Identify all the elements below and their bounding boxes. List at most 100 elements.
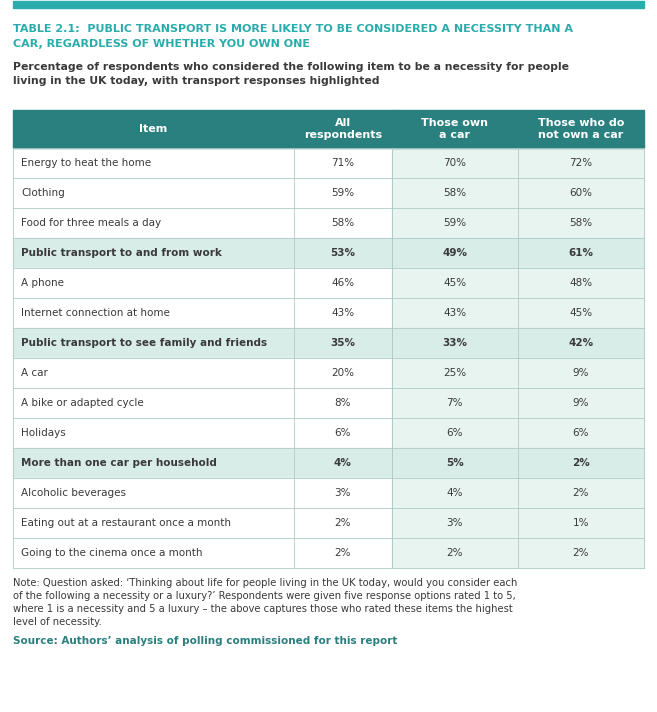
- Text: 59%: 59%: [443, 218, 466, 228]
- Text: Public transport to see family and friends: Public transport to see family and frien…: [21, 338, 267, 348]
- Text: 9%: 9%: [573, 368, 589, 378]
- Text: TABLE 2.1:  PUBLIC TRANSPORT IS MORE LIKELY TO BE CONSIDERED A NECESSITY THAN A: TABLE 2.1: PUBLIC TRANSPORT IS MORE LIKE…: [13, 24, 573, 34]
- Text: 7%: 7%: [447, 398, 463, 408]
- Text: 4%: 4%: [334, 458, 351, 468]
- Text: Those who do
not own a car: Those who do not own a car: [537, 118, 624, 140]
- Text: Source: Authors’ analysis of polling commissioned for this report: Source: Authors’ analysis of polling com…: [13, 636, 397, 646]
- Text: 70%: 70%: [443, 158, 466, 168]
- Bar: [13, 268, 392, 298]
- Text: level of necessity.: level of necessity.: [13, 617, 102, 627]
- Text: 43%: 43%: [331, 308, 354, 318]
- Text: 49%: 49%: [442, 248, 467, 258]
- Bar: [13, 178, 392, 208]
- Text: 33%: 33%: [442, 338, 467, 348]
- Text: 8%: 8%: [334, 398, 351, 408]
- Text: 2%: 2%: [573, 548, 589, 558]
- Bar: [392, 388, 644, 418]
- Text: A bike or adapted cycle: A bike or adapted cycle: [21, 398, 144, 408]
- Bar: [13, 298, 392, 328]
- Text: 71%: 71%: [331, 158, 354, 168]
- Text: 48%: 48%: [570, 278, 593, 288]
- Bar: [13, 110, 392, 148]
- Bar: [392, 328, 644, 358]
- Text: 60%: 60%: [570, 188, 593, 198]
- Text: 72%: 72%: [570, 158, 593, 168]
- Text: 45%: 45%: [570, 308, 593, 318]
- Bar: [13, 418, 392, 448]
- Text: Note: Question asked: ‘Thinking about life for people living in the UK today, wo: Note: Question asked: ‘Thinking about li…: [13, 578, 517, 588]
- Text: All
respondents: All respondents: [304, 118, 382, 140]
- Text: 1%: 1%: [573, 518, 589, 528]
- Bar: [13, 388, 392, 418]
- Text: 59%: 59%: [331, 188, 354, 198]
- Bar: [13, 208, 392, 238]
- Bar: [13, 358, 392, 388]
- Text: 6%: 6%: [573, 428, 589, 438]
- Text: 9%: 9%: [573, 398, 589, 408]
- Bar: [392, 358, 644, 388]
- Text: 25%: 25%: [443, 368, 466, 378]
- Text: 2%: 2%: [572, 458, 590, 468]
- Text: 45%: 45%: [443, 278, 466, 288]
- Bar: [13, 328, 392, 358]
- Text: 4%: 4%: [447, 488, 463, 498]
- Text: Going to the cinema once a month: Going to the cinema once a month: [21, 548, 202, 558]
- Bar: [392, 110, 644, 148]
- Text: 5%: 5%: [446, 458, 464, 468]
- Text: 6%: 6%: [447, 428, 463, 438]
- Text: A phone: A phone: [21, 278, 64, 288]
- Text: More than one car per household: More than one car per household: [21, 458, 217, 468]
- Text: 20%: 20%: [331, 368, 354, 378]
- Bar: [392, 478, 644, 508]
- Text: Percentage of respondents who considered the following item to be a necessity fo: Percentage of respondents who considered…: [13, 62, 569, 72]
- Text: 58%: 58%: [443, 188, 466, 198]
- Bar: [392, 448, 644, 478]
- Text: Energy to heat the home: Energy to heat the home: [21, 158, 151, 168]
- Bar: [13, 538, 392, 568]
- Bar: [392, 238, 644, 268]
- Bar: [13, 1, 644, 8]
- Text: Those own
a car: Those own a car: [421, 118, 488, 140]
- Text: of the following a necessity or a luxury?’ Respondents were given five response : of the following a necessity or a luxury…: [13, 591, 516, 601]
- Text: Food for three meals a day: Food for three meals a day: [21, 218, 161, 228]
- Bar: [392, 508, 644, 538]
- Bar: [392, 298, 644, 328]
- Text: 3%: 3%: [447, 518, 463, 528]
- Text: 58%: 58%: [570, 218, 593, 228]
- Bar: [13, 148, 392, 178]
- Bar: [392, 148, 644, 178]
- Text: 61%: 61%: [568, 248, 593, 258]
- Text: 42%: 42%: [568, 338, 593, 348]
- Text: Item: Item: [139, 124, 168, 134]
- Text: 58%: 58%: [331, 218, 354, 228]
- Text: Holidays: Holidays: [21, 428, 66, 438]
- Text: Public transport to and from work: Public transport to and from work: [21, 248, 222, 258]
- Text: Alcoholic beverages: Alcoholic beverages: [21, 488, 126, 498]
- Text: living in the UK today, with transport responses highlighted: living in the UK today, with transport r…: [13, 76, 380, 86]
- Text: 53%: 53%: [330, 248, 355, 258]
- Text: 2%: 2%: [334, 548, 351, 558]
- Bar: [392, 268, 644, 298]
- Bar: [13, 478, 392, 508]
- Bar: [392, 418, 644, 448]
- Bar: [13, 448, 392, 478]
- Text: 3%: 3%: [334, 488, 351, 498]
- Text: 35%: 35%: [330, 338, 355, 348]
- Text: Clothing: Clothing: [21, 188, 65, 198]
- Text: 2%: 2%: [447, 548, 463, 558]
- Text: 2%: 2%: [334, 518, 351, 528]
- Bar: [392, 208, 644, 238]
- Text: A car: A car: [21, 368, 48, 378]
- Bar: [392, 178, 644, 208]
- Text: 2%: 2%: [573, 488, 589, 498]
- Text: Eating out at a restaurant once a month: Eating out at a restaurant once a month: [21, 518, 231, 528]
- Bar: [13, 508, 392, 538]
- Text: 46%: 46%: [331, 278, 354, 288]
- Bar: [392, 538, 644, 568]
- Bar: [13, 238, 392, 268]
- Text: Internet connection at home: Internet connection at home: [21, 308, 170, 318]
- Text: 43%: 43%: [443, 308, 466, 318]
- Text: CAR, REGARDLESS OF WHETHER YOU OWN ONE: CAR, REGARDLESS OF WHETHER YOU OWN ONE: [13, 39, 310, 49]
- Text: 6%: 6%: [334, 428, 351, 438]
- Text: where 1 is a necessity and 5 a luxury – the above captures those who rated these: where 1 is a necessity and 5 a luxury – …: [13, 604, 512, 614]
